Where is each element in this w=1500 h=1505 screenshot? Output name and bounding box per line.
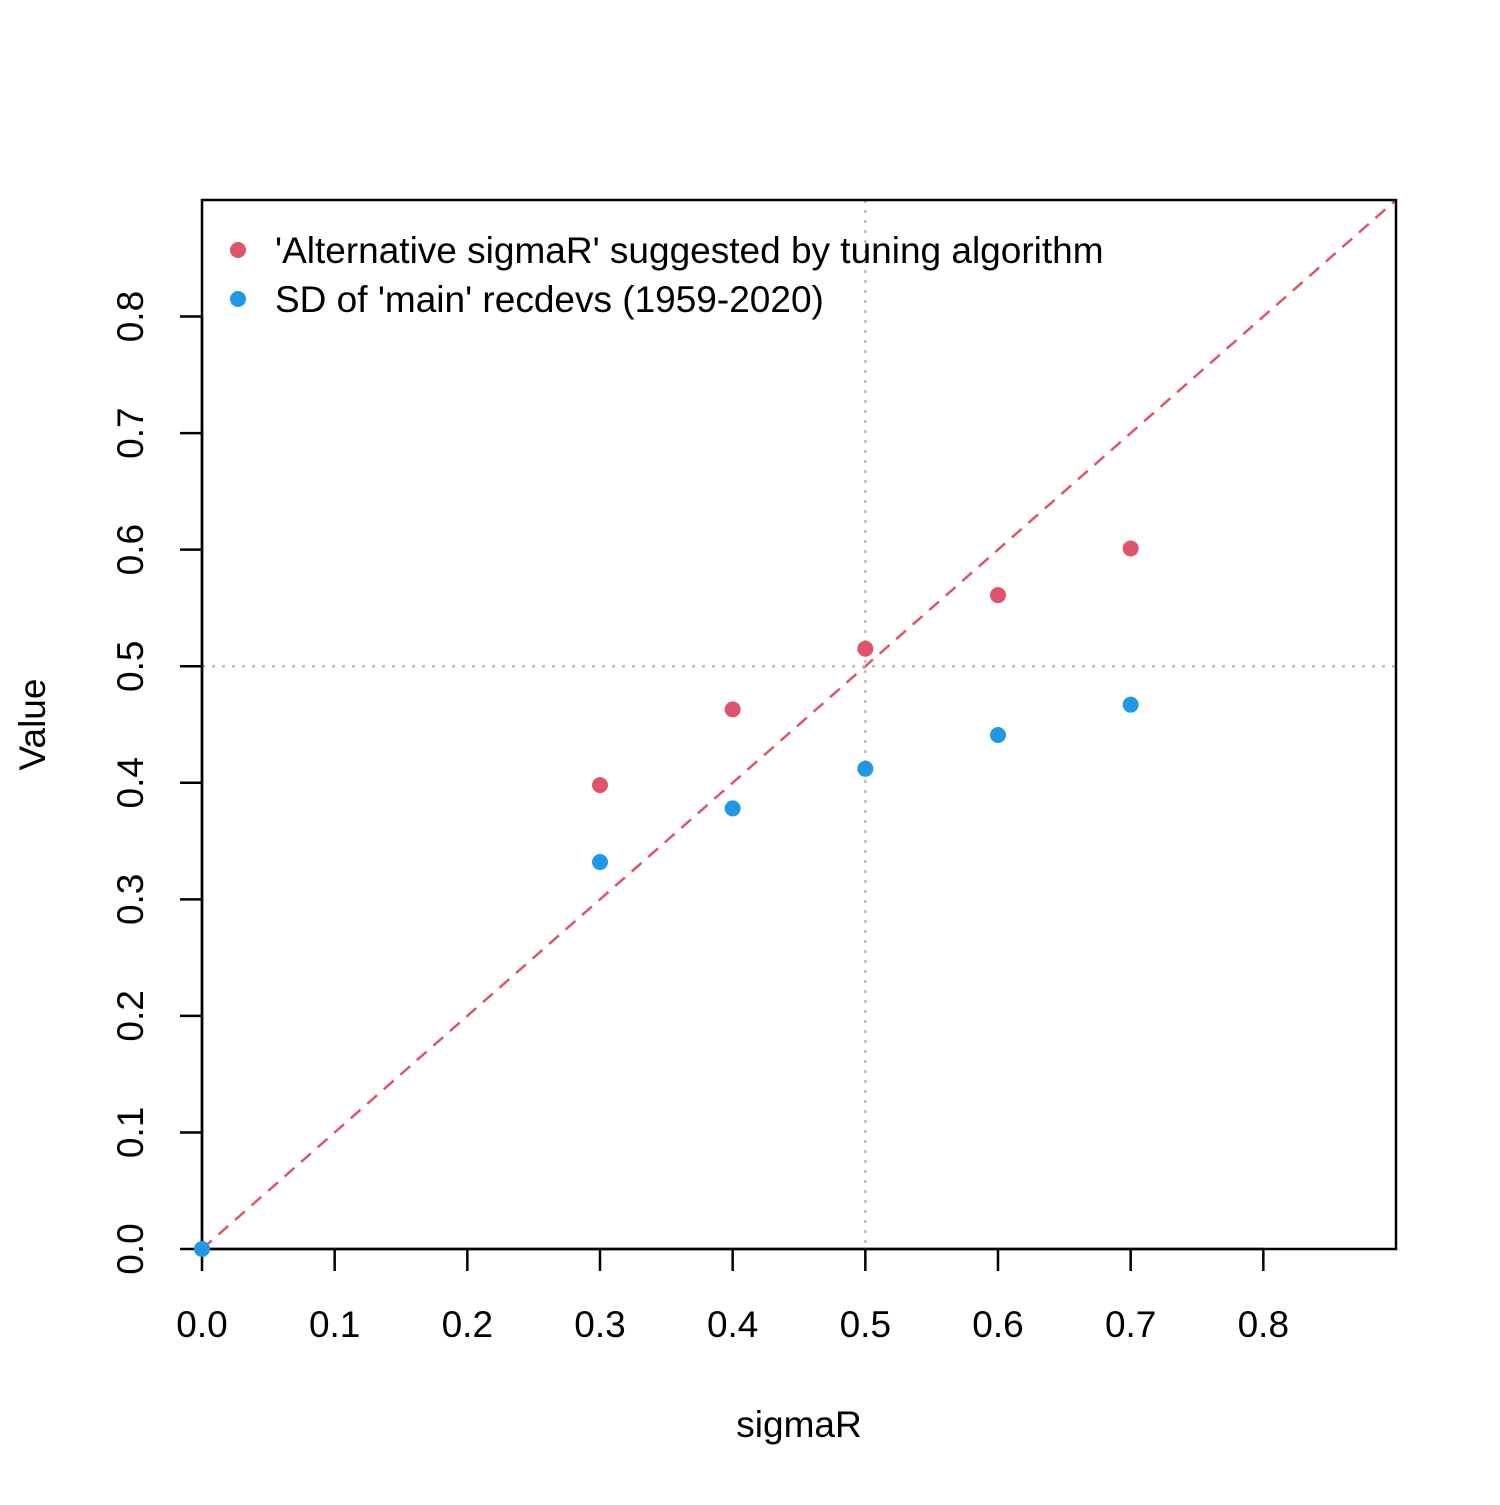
x-tick-label: 0.8: [1238, 1304, 1289, 1345]
data-point-series-2: [857, 760, 874, 777]
x-tick-label: 0.0: [176, 1304, 227, 1345]
data-point-series-1: [724, 701, 741, 718]
x-tick-label: 0.5: [840, 1304, 891, 1345]
y-tick-label: 0.6: [110, 524, 151, 575]
data-point-series-1: [592, 777, 608, 794]
x-tick-label: 0.3: [574, 1304, 625, 1345]
reference-line-identity: [201, 199, 1397, 1250]
legend-label-series-2: SD of 'main' recdevs (1959-2020): [275, 279, 824, 320]
x-tick-label: 0.1: [309, 1304, 360, 1345]
y-tick-label: 0.2: [110, 990, 151, 1041]
x-tick-label: 0.7: [1105, 1304, 1156, 1345]
x-tick-label: 0.2: [442, 1304, 493, 1345]
x-tick-label: 0.6: [972, 1304, 1023, 1345]
y-tick-label: 0.7: [110, 407, 151, 458]
y-axis: 0.0 0.1 0.2 0.3 0.4 0.5 0.6 0.7 0.8: [110, 291, 204, 1275]
y-tick-label: 0.0: [110, 1223, 151, 1274]
x-tick-label: 0.4: [707, 1304, 758, 1345]
x-axis: 0.0 0.1 0.2 0.3 0.4 0.5 0.6 0.7 0.8: [176, 1247, 1289, 1345]
y-tick-label: 0.5: [110, 641, 151, 692]
x-axis-title: sigmaR: [736, 1404, 861, 1445]
data-points: [194, 540, 1139, 1257]
data-point-series-1: [857, 640, 874, 657]
y-tick-label: 0.4: [110, 757, 151, 808]
data-point-series-2: [1122, 696, 1139, 713]
legend-marker-series-2: [230, 291, 246, 307]
y-tick-label: 0.1: [110, 1107, 151, 1158]
data-point-series-2: [990, 726, 1006, 743]
data-point-series-2: [194, 1241, 210, 1257]
reference-lines: [201, 199, 1397, 1250]
legend-marker-series-1: [230, 242, 246, 258]
data-point-series-2: [724, 800, 741, 817]
y-axis-title: Value: [12, 679, 53, 771]
data-point-series-2: [592, 854, 608, 871]
y-tick-label: 0.8: [110, 291, 151, 342]
legend: 'Alternative sigmaR' suggested by tuning…: [230, 230, 1104, 320]
data-point-series-1: [990, 587, 1006, 604]
y-tick-label: 0.3: [110, 874, 151, 925]
legend-label-series-1: 'Alternative sigmaR' suggested by tuning…: [275, 230, 1104, 271]
data-point-series-1: [1122, 540, 1139, 557]
